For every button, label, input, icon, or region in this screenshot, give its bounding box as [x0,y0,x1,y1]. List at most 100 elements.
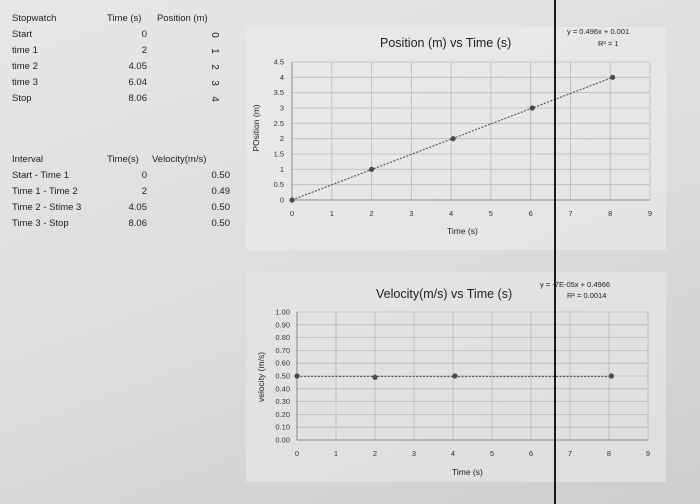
row-velocity: 0.50 [211,202,231,213]
y-tick-label: 0.30 [275,397,290,406]
row-label: time 1 [12,45,38,56]
data-point [610,74,616,80]
y-tick-label: 0.70 [275,346,290,355]
row-time: 8.06 [128,93,148,104]
position-trend-equation: y = 0.496x + 0.001 [567,27,630,36]
header-stopwatch: Stopwatch [12,13,57,24]
table-row: time 2 4.05 2 [12,59,220,75]
x-tick-label: 4 [451,449,455,458]
y-tick-label: 0.90 [275,320,290,329]
y-tick-label: 4 [280,73,284,82]
x-tick-label: 8 [607,449,611,458]
y-tick-label: 1 [280,165,284,174]
y-tick-label: 0.10 [275,423,290,432]
y-tick-label: 0.5 [274,180,284,189]
row-velocity: 0.50 [211,170,231,181]
velocity-trend-equation: y = -7E-05x + 0.4966 [540,280,611,289]
y-tick-label: 1.5 [274,150,284,159]
velocity-chart-title: Velocity(m/s) vs Time (s) [376,287,513,301]
table-header-row: Interval Time(s) Velocity(m/s) [12,152,242,168]
position-chart-ylabel: POsition (m) [251,104,261,152]
data-point [452,373,458,379]
row-time: 4.05 [128,61,148,72]
table-row: Stop 8.06 4 [12,91,220,107]
position-table: Stopwatch Time (s) Position (m) Start 0 0 t… [12,11,220,107]
header-interval: Interval [12,154,44,165]
x-tick-label: 8 [608,209,612,218]
row-label: Start - Time 1 [12,170,70,181]
y-tick-label: 0.50 [275,372,290,381]
position-chart-title: Position (m) vs Time (s) [380,36,512,50]
data-point [529,105,535,111]
row-time: 2 [141,45,147,56]
table-row: Start 0 0 [12,27,220,43]
velocity-chart-xlabel: Time (s) [452,467,483,477]
x-tick-label: 3 [412,449,416,458]
data-point [289,197,295,203]
row-velocity: 0.49 [211,186,231,197]
velocity-chart-ylabel: velocity (m/s) [256,351,266,403]
y-tick-label: 0.20 [275,410,290,419]
table-header-row: Stopwatch Time (s) Position (m) [12,11,212,27]
table-row: Time 3 - Stop 8.06 0.50 [12,216,242,232]
x-tick-label: 2 [369,209,373,218]
data-point [450,136,456,142]
data-point [294,373,300,379]
y-tick-label: 2 [280,134,284,143]
position-table-body: Start 0 0 time 1 2 1 time 2 4.05 2 time 3 6.04 3 Sto… [12,27,220,107]
row-label: time 3 [12,77,38,88]
y-tick-label: 1.00 [275,308,290,317]
position-trend-r2: R² = 1 [598,39,619,48]
row-label: Time 3 - Stop [12,218,69,229]
table-row: Time 2 - Stime 3 4.05 0.50 [12,200,242,216]
x-tick-label: 6 [529,209,533,218]
table-row: Start - Time 1 0 0.50 [12,168,242,184]
row-time: 4.05 [128,202,148,213]
row-time: 0 [141,29,147,40]
velocity-table-body: Start - Time 1 0 0.50 Time 1 - Time 2 2 0.49 T… [12,168,242,232]
y-tick-label: 3.5 [274,88,284,97]
position-chart: 0 0.5 1 1.5 2 2.5 3 3.5 4 4.5 0 1 2 3 4 5 6 7 8 9 [274,58,653,219]
y-tick-label: 0.00 [275,436,290,445]
row-label: Time 2 - Stime 3 [12,202,82,213]
velocity-trend-r2: R² = 0.0014 [567,291,607,300]
data-point [608,373,614,379]
x-tick-label: 5 [490,449,494,458]
y-tick-label: 2.5 [274,119,284,128]
row-label: Time 1 - Time 2 [12,186,78,197]
row-time: 0 [141,170,147,181]
x-tick-label: 9 [646,449,650,458]
table-row: Time 1 - Time 2 2 0.49 [12,184,242,200]
header-velocity: Velocity(m/s) [152,154,207,165]
x-tick-label: 7 [568,449,572,458]
y-tick-label: 0.60 [275,359,290,368]
header-time: Time(s) [107,154,139,165]
table-row: time 3 6.04 3 [12,75,220,91]
row-velocity: 0.50 [211,218,231,229]
row-time: 6.04 [128,77,148,88]
velocity-table: Interval Time(s) Velocity(m/s) Start - T… [12,152,242,232]
x-tick-label: 7 [568,209,572,218]
y-tick-label: 0 [280,196,284,205]
velocity-chart: 0.00 0.10 0.20 0.30 0.40 0.50 0.60 0.70 0.80 0.90… [275,308,650,459]
x-tick-label: 6 [529,449,533,458]
x-tick-label: 9 [648,209,652,218]
x-tick-label: 1 [330,209,334,218]
y-tick-label: 0.40 [275,384,290,393]
x-tick-label: 5 [489,209,493,218]
row-label: Stop [12,93,32,104]
row-label: time 2 [12,61,38,72]
data-point [368,166,375,172]
data-point [372,374,378,380]
x-tick-label: 4 [449,209,453,218]
header-time: Time (s) [107,13,142,24]
x-tick-label: 0 [295,449,299,458]
row-label: Start [12,29,33,40]
row-time: 2 [141,186,147,197]
header-position: Position (m) [157,13,208,24]
y-tick-label: 3 [280,104,284,113]
row-time: 8.06 [128,218,148,229]
y-tick-label: 4.5 [274,58,284,67]
